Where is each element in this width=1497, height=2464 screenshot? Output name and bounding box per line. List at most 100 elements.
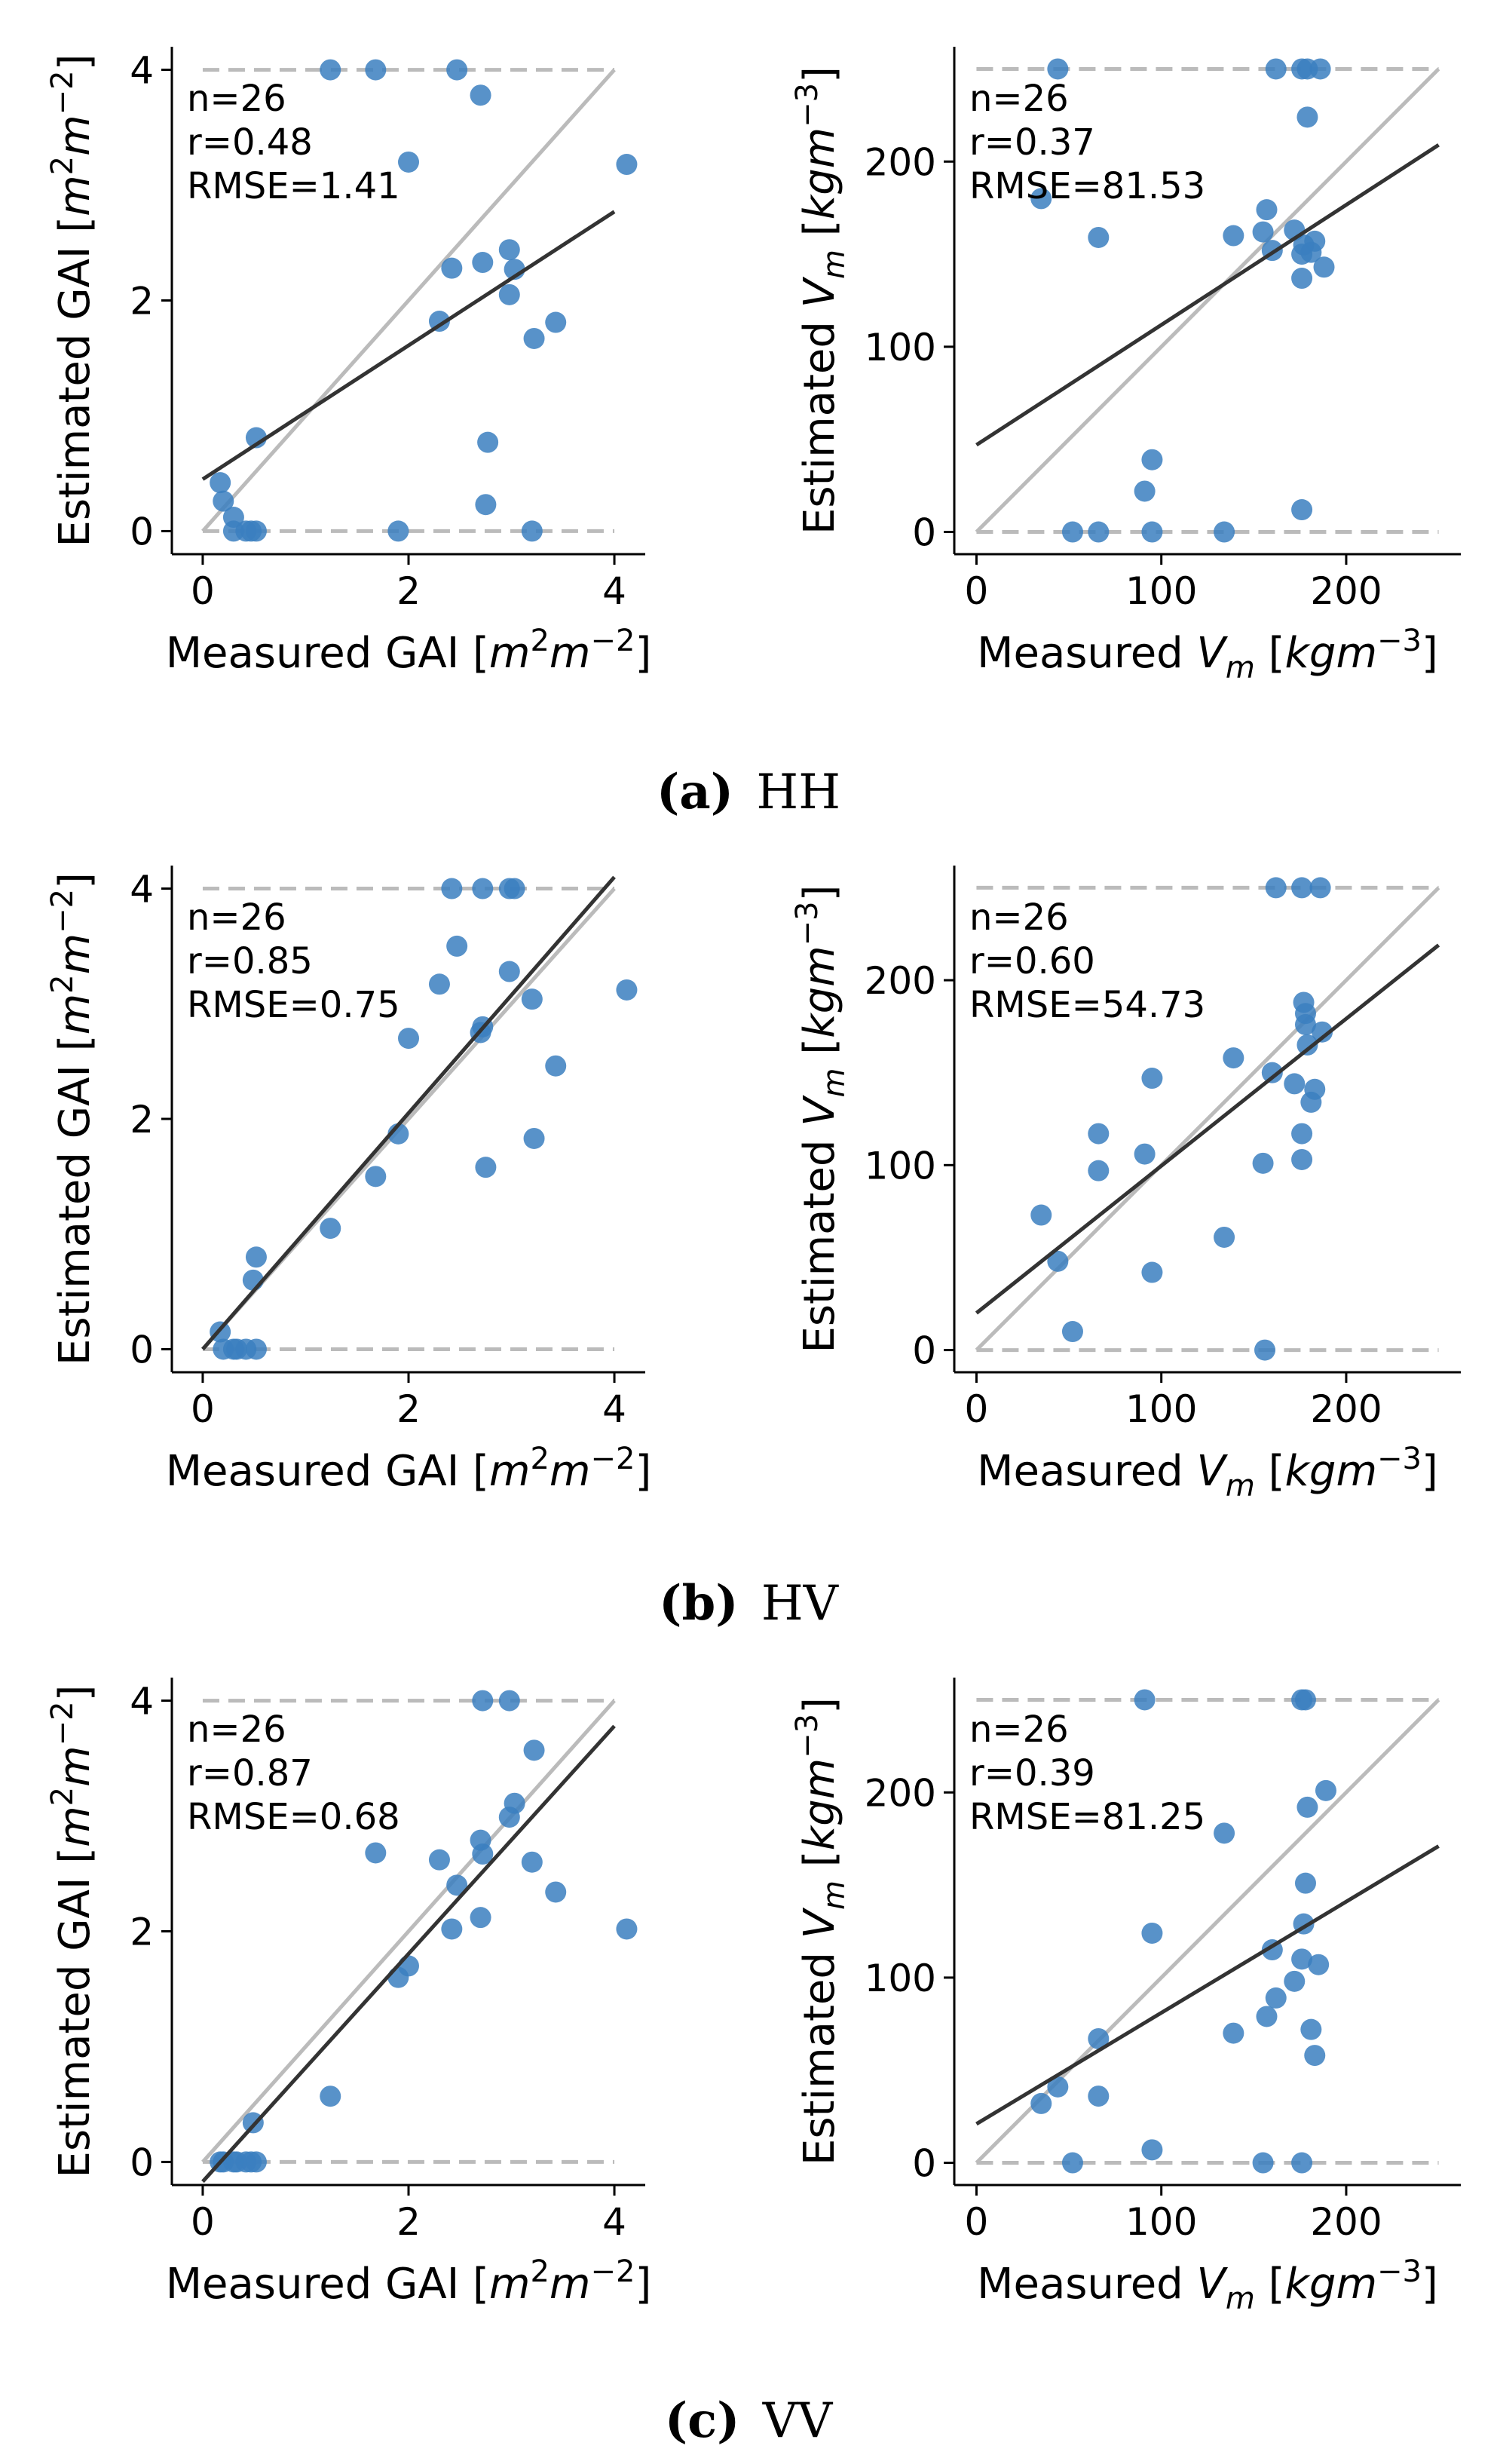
data-point <box>446 935 468 957</box>
identity-line <box>975 886 1440 1352</box>
data-point <box>1256 199 1278 221</box>
y-tick-label: 2 <box>130 1098 154 1142</box>
data-point <box>245 2151 267 2173</box>
y-tick-label: 0 <box>912 1329 936 1373</box>
data-point <box>498 239 520 261</box>
data-point <box>1312 1021 1333 1043</box>
data-point <box>498 961 520 982</box>
stats-line: r=0.48 <box>187 121 313 164</box>
data-point <box>1291 1123 1313 1145</box>
x-axis-label: Measured Vm [kgm−3] <box>977 624 1438 685</box>
data-point <box>213 490 234 512</box>
data-point <box>245 520 267 542</box>
x-tick-label: 2 <box>396 569 421 613</box>
stats-line: RMSE=81.25 <box>969 1796 1205 1838</box>
stats-line: r=0.39 <box>969 1752 1095 1794</box>
x-tick-label: 0 <box>191 2200 215 2244</box>
data-point <box>472 252 494 274</box>
data-point <box>320 1218 341 1240</box>
stats-line: RMSE=54.73 <box>969 984 1205 1026</box>
data-point <box>1047 2076 1069 2098</box>
data-point <box>523 1739 545 1761</box>
regression-line <box>201 210 616 481</box>
stats-line: RMSE=0.75 <box>187 984 400 1026</box>
data-point <box>1304 2045 1326 2067</box>
data-point <box>1030 2092 1052 2114</box>
data-point <box>1141 2139 1163 2161</box>
data-point <box>446 59 468 81</box>
caption-c: (c) VV <box>665 2392 834 2449</box>
data-point <box>1214 1822 1235 1844</box>
data-point <box>504 1792 525 1814</box>
data-point <box>1061 521 1083 543</box>
x-axis-label: Measured Vm [kgm−3] <box>977 2254 1438 2316</box>
y-axis-label: Estimated GAI [m2m−2] <box>45 1685 99 2178</box>
data-point <box>1030 1204 1052 1226</box>
data-point <box>1141 1261 1163 1283</box>
stats-line: r=0.60 <box>969 940 1095 982</box>
data-point <box>1309 877 1331 899</box>
x-tick-label: 200 <box>1310 2200 1382 2244</box>
data-point <box>545 1055 567 1077</box>
data-point <box>1296 1796 1318 1818</box>
data-point <box>1291 499 1313 521</box>
data-point <box>1296 1034 1318 1056</box>
data-point <box>470 1829 491 1851</box>
data-point <box>1294 1003 1316 1025</box>
data-point <box>1141 1068 1163 1089</box>
x-tick-label: 2 <box>396 2200 421 2244</box>
data-point <box>1313 256 1335 278</box>
data-point <box>504 878 525 899</box>
data-point <box>475 494 497 516</box>
data-point <box>1214 521 1235 543</box>
x-axis-label: Measured GAI [m2m−2] <box>166 2254 652 2309</box>
data-point <box>616 1918 638 1940</box>
y-tick-label: 0 <box>912 2142 936 2186</box>
x-tick-label: 100 <box>1125 569 1197 613</box>
x-tick-label: 0 <box>191 1387 215 1431</box>
y-tick-label: 4 <box>130 868 154 912</box>
y-tick-label: 0 <box>130 2141 154 2184</box>
x-axis-label: Measured GAI [m2m−2] <box>166 1442 652 1496</box>
x-tick-label: 4 <box>602 569 626 613</box>
caption-b-label: HV <box>761 1576 840 1632</box>
y-tick-label: 0 <box>130 1328 154 1371</box>
y-axis-label: Estimated Vm [kgm−3] <box>790 1697 852 2165</box>
data-point <box>1141 521 1163 543</box>
data-point <box>446 1874 468 1896</box>
identity-line <box>201 1699 616 2164</box>
caption-c-letter: (c) <box>665 2392 740 2449</box>
y-tick-label: 100 <box>865 326 936 369</box>
data-point <box>1256 2006 1278 2027</box>
data-point <box>1265 877 1287 899</box>
stats-line: r=0.85 <box>187 940 313 982</box>
stats-line: RMSE=1.41 <box>187 165 400 207</box>
regression-line <box>975 1844 1440 2126</box>
y-tick-label: 2 <box>130 1911 154 1954</box>
x-tick-label: 100 <box>1125 1387 1197 1431</box>
data-point <box>1088 2027 1110 2049</box>
data-point <box>365 59 387 81</box>
x-tick-label: 0 <box>965 1387 989 1431</box>
data-point <box>1134 1689 1156 1711</box>
data-point <box>470 1907 491 1929</box>
data-point <box>1284 1970 1306 1992</box>
data-point <box>521 988 543 1010</box>
data-point <box>1294 1872 1316 1894</box>
data-point <box>210 472 231 494</box>
stats-line: n=26 <box>969 78 1069 120</box>
data-point <box>475 1157 497 1178</box>
data-point <box>320 59 341 81</box>
x-tick-label: 100 <box>1125 2200 1197 2244</box>
data-point <box>1309 58 1331 80</box>
data-point <box>1300 2018 1322 2040</box>
x-tick-label: 200 <box>1310 1387 1382 1431</box>
data-point <box>1134 1143 1156 1165</box>
stats-line: r=0.37 <box>969 121 1095 164</box>
data-point <box>472 878 494 899</box>
y-tick-label: 0 <box>130 510 154 553</box>
